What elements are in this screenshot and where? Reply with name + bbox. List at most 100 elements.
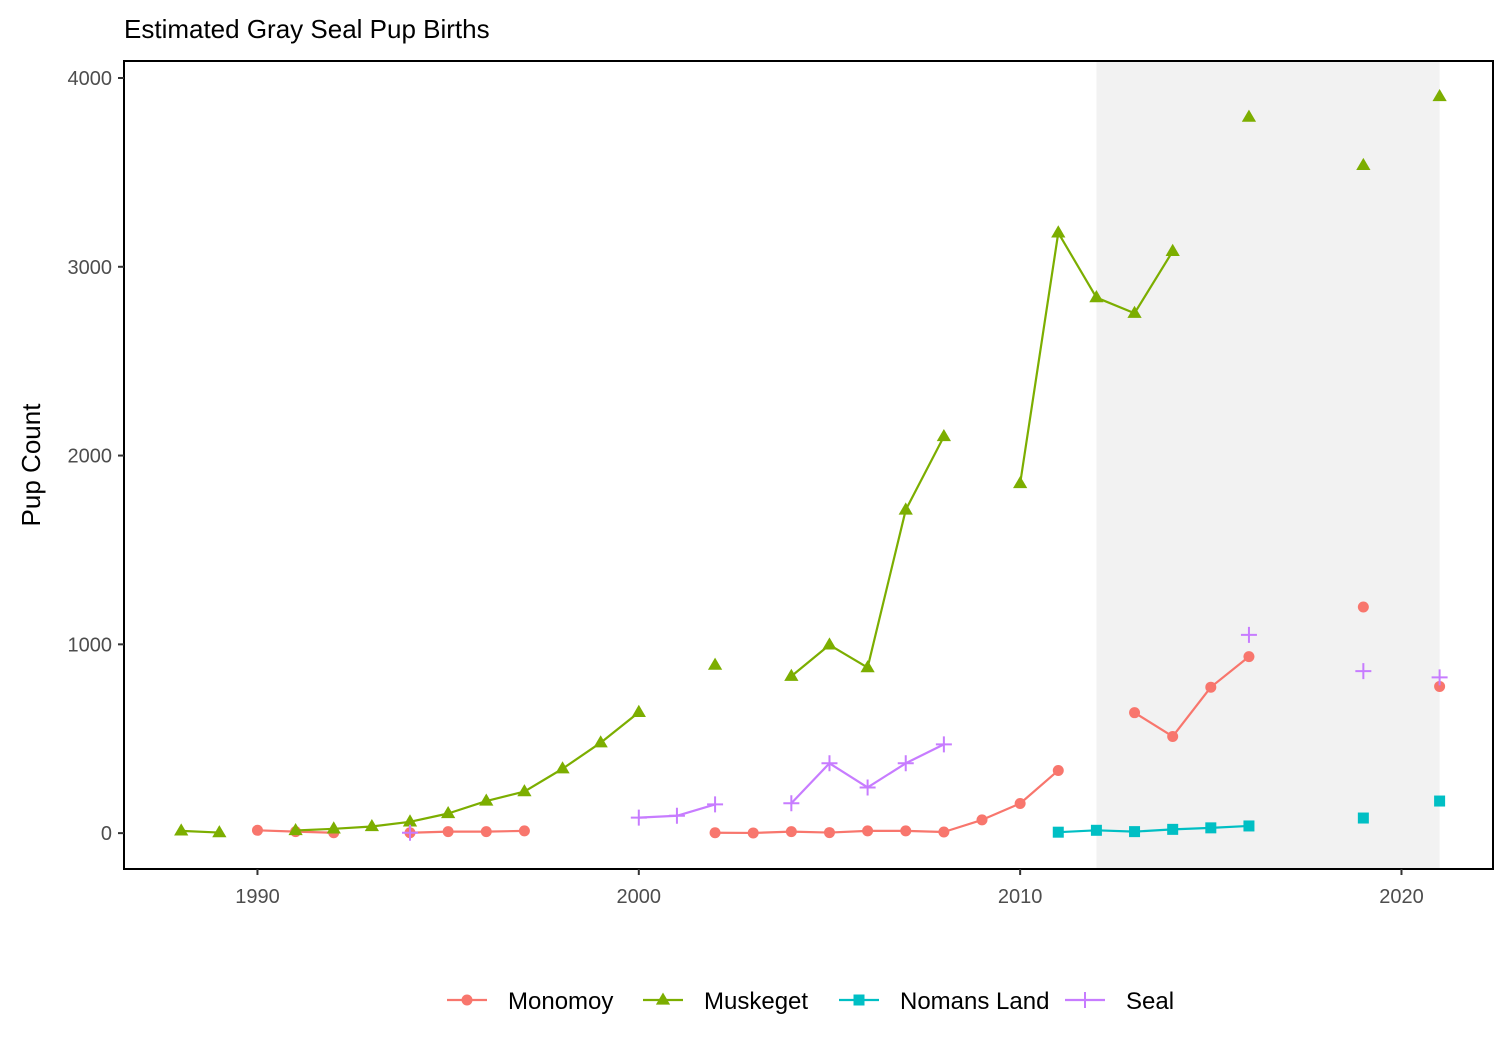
muskeget-point: [784, 668, 799, 681]
muskeget-point: [1432, 88, 1447, 102]
seal-point: [707, 796, 724, 813]
muskeget-point: [441, 805, 456, 819]
series-nomans-land: [1052, 795, 1446, 838]
muskeget-point: [1089, 290, 1104, 303]
legend: Monomoy Muskeget Nomans Land Seal: [447, 988, 1174, 1015]
x-tick-label: 2020: [1379, 886, 1424, 908]
monomoy-point: [747, 827, 759, 839]
monomoy-line: [715, 769, 1059, 835]
muskeget-point: [593, 735, 608, 748]
legend-item-nomans-land: Nomans Land: [839, 988, 1049, 1015]
seal-point: [668, 807, 685, 824]
axes: 0 1000 2000 3000 4000 1990 2000 2010 2020: [68, 68, 1424, 908]
muskeget-point: [631, 704, 646, 717]
muskeget-point: [288, 822, 303, 836]
monomoy-point: [938, 826, 950, 838]
monomoy-point: [1052, 764, 1064, 776]
monomoy-point: [1014, 797, 1026, 809]
legend-key-marker: [461, 994, 473, 1006]
seal-point: [859, 779, 876, 796]
muskeget-point: [936, 428, 951, 442]
muskeget-point: [898, 502, 913, 515]
series-muskeget: [174, 88, 1447, 838]
monomoy-point: [1167, 730, 1179, 742]
monomoy-point: [480, 826, 492, 838]
nomans-land-point: [1357, 812, 1369, 824]
muskeget-point: [707, 657, 723, 670]
nomans-land-point: [1434, 795, 1446, 807]
monomoy-point: [900, 825, 912, 837]
y-tick-label: 4000: [68, 68, 113, 90]
legend-key-marker: [1077, 992, 1093, 1008]
x-tick-label: 2010: [998, 886, 1043, 908]
muskeget-point: [326, 821, 341, 834]
nomans-land-line: [1058, 824, 1249, 834]
seal-point: [821, 755, 838, 772]
monomoy-point: [862, 825, 874, 837]
muskeget-point: [1241, 109, 1257, 122]
y-tick-label: 2000: [68, 446, 113, 468]
y-tick-label: 1000: [68, 634, 113, 656]
y-axis-title: Pup Count: [16, 403, 46, 527]
seal-point: [935, 736, 952, 753]
muskeget-point: [1013, 476, 1028, 489]
nomans-land-point: [1052, 826, 1064, 838]
highlight-band-rect: [1096, 62, 1440, 868]
monomoy-point: [1434, 680, 1446, 692]
nomans-land-point: [1090, 824, 1102, 836]
muskeget-point: [1356, 157, 1371, 171]
legend-key-marker: [655, 992, 671, 1005]
x-tick-label: 1990: [235, 886, 280, 908]
y-tick-label: 0: [101, 823, 112, 845]
legend-label: Monomoy: [508, 988, 613, 1015]
muskeget-point: [517, 784, 532, 797]
legend-item-muskeget: Muskeget: [643, 988, 808, 1015]
monomoy-line: [409, 829, 525, 834]
legend-label: Muskeget: [704, 988, 808, 1015]
muskeget-point: [860, 660, 875, 673]
nomans-land-point: [1167, 823, 1179, 835]
series-seal: [402, 626, 1448, 841]
muskeget-point: [212, 825, 227, 838]
seal-point: [1431, 669, 1448, 686]
muskeget-line: [790, 435, 945, 678]
monomoy-line: [1133, 655, 1250, 738]
legend-key-marker: [853, 994, 865, 1006]
seal-point: [402, 824, 419, 841]
seal-point: [1240, 626, 1257, 643]
plot-panel-border: [123, 60, 1494, 870]
muskeget-point: [1165, 243, 1180, 256]
nomans-land-point: [1129, 826, 1141, 838]
monomoy-point: [1129, 707, 1141, 719]
monomoy-point: [442, 826, 454, 838]
muskeget-point: [174, 823, 189, 836]
x-tick-label: 2000: [617, 886, 662, 908]
monomoy-point: [976, 814, 988, 826]
seal-point: [897, 755, 914, 772]
muskeget-point: [555, 761, 570, 774]
monomoy-point: [709, 827, 721, 839]
muskeget-point: [402, 814, 418, 827]
legend-item-monomoy: Monomoy: [447, 988, 613, 1015]
muskeget-point: [364, 819, 379, 832]
muskeget-point: [1127, 305, 1142, 318]
seal-point: [630, 809, 647, 826]
legend-label: Nomans Land: [900, 988, 1049, 1015]
nomans-land-point: [1205, 822, 1217, 834]
y-tick-label: 3000: [68, 257, 113, 279]
seal-point: [783, 795, 800, 812]
monomoy-point: [823, 827, 835, 839]
muskeget-point: [479, 793, 494, 806]
seal-point: [1355, 663, 1372, 680]
monomoy-point: [1243, 651, 1255, 663]
highlight-band: [1096, 62, 1440, 868]
monomoy-point: [1357, 601, 1369, 613]
monomoy-point: [251, 824, 263, 836]
nomans-land-point: [1243, 820, 1255, 832]
legend-item-seal: Seal: [1065, 988, 1174, 1015]
series-layer: [174, 88, 1448, 841]
chart-title: Estimated Gray Seal Pup Births: [124, 14, 490, 44]
muskeget-point: [1051, 225, 1066, 238]
muskeget-line: [295, 711, 640, 832]
